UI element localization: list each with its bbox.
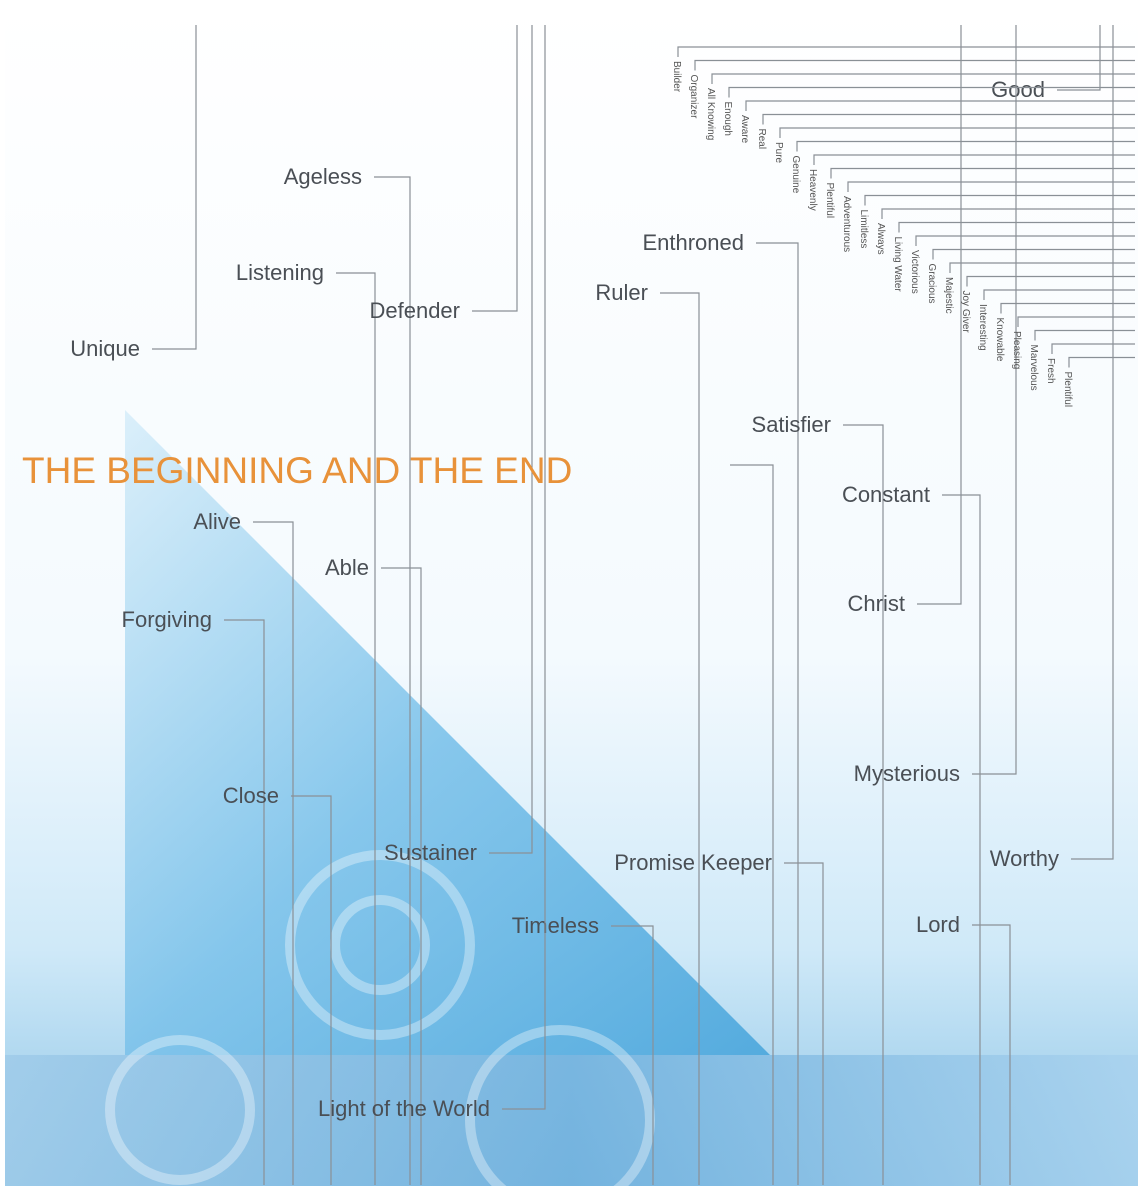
word: Ageless — [284, 164, 362, 189]
word: Able — [325, 555, 369, 580]
vertical-word: Enough — [722, 102, 733, 136]
vertical-word: Aware — [739, 115, 750, 144]
word: Lord — [916, 912, 960, 937]
word: Worthy — [990, 846, 1059, 871]
vertical-word: Pleasing — [1011, 331, 1022, 369]
poster: Good Ageless Listening Defender Unique Enthro… — [0, 0, 1143, 1194]
vertical-word: Majestic — [943, 277, 954, 314]
word: Ruler — [595, 280, 648, 305]
word: Good — [991, 77, 1045, 102]
word: Christ — [848, 591, 905, 616]
word: Sustainer — [384, 840, 477, 865]
vertical-word: Genuine — [790, 156, 801, 194]
word: Alive — [193, 509, 241, 534]
word: Listening — [236, 260, 324, 285]
word: Promise Keeper — [614, 850, 772, 875]
vertical-word: Always — [875, 223, 886, 255]
vertical-word: Pure — [773, 142, 784, 164]
vertical-word: Adventurous — [841, 196, 852, 252]
word: Satisfier — [752, 412, 831, 437]
word: Unique — [70, 336, 140, 361]
word: Enthroned — [642, 230, 744, 255]
vertical-word: Organizer — [688, 75, 699, 120]
vertical-word: Plentiful — [1062, 372, 1073, 408]
vertical-word: Victorious — [909, 250, 920, 294]
word: Defender — [369, 298, 460, 323]
vertical-word: Gracious — [926, 264, 937, 304]
vertical-word: Heavenly — [807, 169, 818, 211]
word: Light of the World — [318, 1096, 490, 1121]
vertical-word: Fresh — [1045, 358, 1056, 384]
vertical-word: Plentiful — [824, 183, 835, 219]
vertical-word: Builder — [671, 61, 682, 93]
word: Timeless — [512, 913, 599, 938]
vertical-word: Limitless — [858, 210, 869, 249]
vertical-word: All Knowing — [705, 88, 716, 140]
title: THE BEGINNING AND THE END — [22, 450, 572, 491]
vertical-word: Marvelous — [1028, 345, 1039, 391]
word: Close — [223, 783, 279, 808]
vertical-word: Living Water — [892, 237, 903, 293]
vertical-word: Real — [756, 129, 767, 150]
blue-band — [5, 1055, 1138, 1186]
word: Forgiving — [122, 607, 212, 632]
vertical-word: Interesting — [977, 304, 988, 351]
vertical-word: Joy Giver — [960, 291, 971, 334]
word: Constant — [842, 482, 930, 507]
vertical-word: Knowable — [994, 318, 1005, 362]
word: Mysterious — [854, 761, 960, 786]
